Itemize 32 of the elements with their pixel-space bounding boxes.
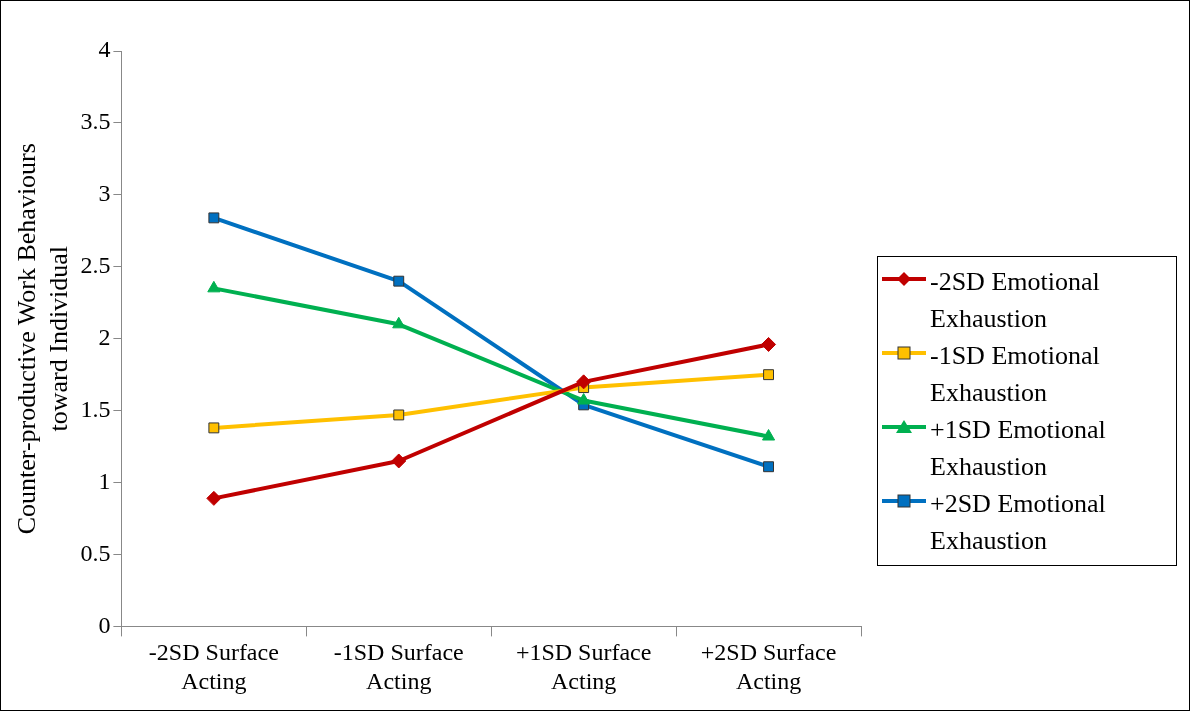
- point: [208, 422, 220, 434]
- y-tick-label: 4: [98, 36, 111, 63]
- y-tick-label: 1: [98, 467, 111, 494]
- point: [761, 336, 777, 352]
- x-tick-label: +1SD Surface Acting: [515, 639, 652, 694]
- point: [761, 429, 776, 441]
- y-tick-label: 1.5: [80, 395, 111, 422]
- legend-label: +2SD Emotional Exhaustion: [930, 488, 1107, 557]
- x-tick-label: -1SD Surface Acting: [333, 639, 464, 694]
- x-tick-label: +2SD Surface Acting: [700, 639, 837, 694]
- y-tick-label: 2: [98, 324, 111, 350]
- y-tick-label: 0: [98, 611, 111, 638]
- point: [393, 409, 405, 421]
- point: [391, 453, 407, 469]
- point: [763, 461, 774, 473]
- legend-label: -2SD Emotional Exhaustion: [930, 266, 1101, 335]
- point: [763, 369, 774, 381]
- point: [393, 275, 405, 287]
- point: [392, 316, 406, 329]
- y-tick-label: 0.5: [80, 539, 111, 566]
- point: [577, 393, 591, 405]
- y-axis-title: Counter-productive Work Behaviours toward Individual: [12, 143, 73, 535]
- point: [576, 374, 592, 390]
- x-tick-label: -2SD Surface Acting: [148, 639, 279, 694]
- y-tick-label: 3: [98, 180, 111, 207]
- point: [206, 490, 222, 506]
- legend-label: -1SD Emotional Exhaustion: [930, 340, 1101, 409]
- y-tick-label: 3.5: [80, 108, 111, 135]
- legend-label: +1SD Emotional Exhaustion: [930, 414, 1107, 483]
- point: [208, 212, 220, 224]
- point: [207, 280, 221, 293]
- y-tick-label: 2.5: [80, 252, 111, 279]
